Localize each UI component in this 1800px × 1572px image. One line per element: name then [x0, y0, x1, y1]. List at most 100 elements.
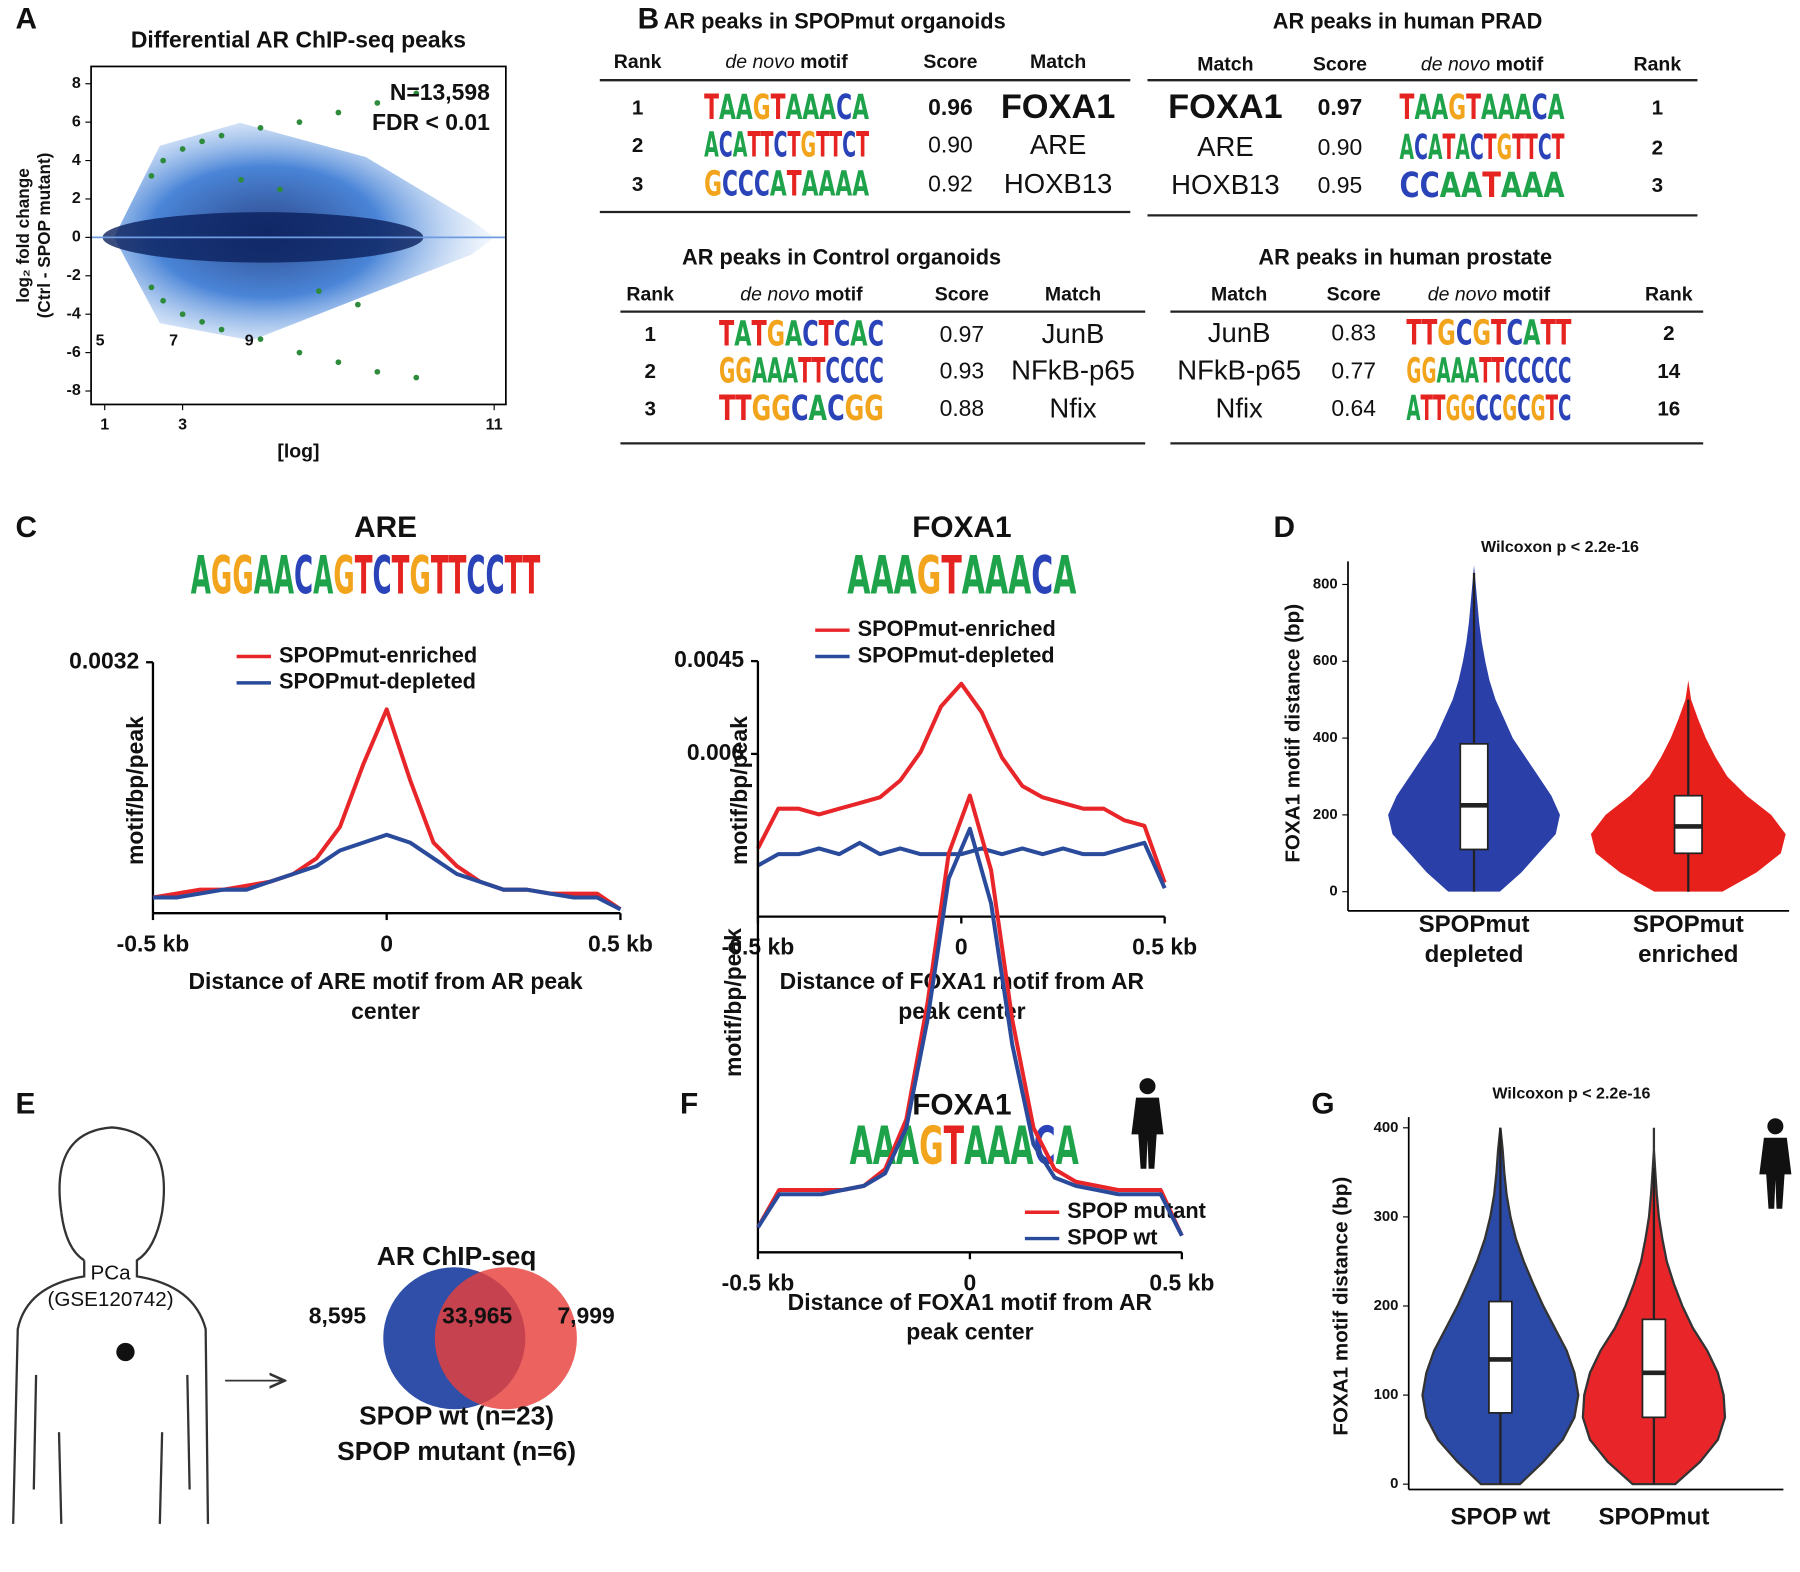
annotation: 7 [169, 332, 178, 350]
motif-letter: A [734, 314, 752, 354]
motif-letter: A [783, 351, 799, 391]
match: JunB [1208, 317, 1271, 348]
y-tick-label: -6 [67, 343, 81, 361]
column-header: Score [1313, 53, 1367, 75]
motif-letter: C [1532, 87, 1548, 127]
motif-letter: A [835, 164, 852, 204]
venn-legend: SPOP mutant (n=6) [337, 1436, 576, 1466]
y-tick-label: 800 [1313, 576, 1338, 592]
y-tick-label: -2 [67, 266, 81, 284]
match: HOXB13 [1171, 169, 1279, 200]
x-axis-label: center [351, 998, 420, 1024]
motif-letter: G [1497, 127, 1512, 167]
series-line [756, 681, 1167, 884]
tumor-dot [116, 1342, 135, 1362]
motif-letter: G [800, 125, 816, 165]
box [1641, 1318, 1667, 1419]
motif-letter: C [836, 87, 852, 127]
y-tick-label: 100 [1374, 1387, 1399, 1403]
x-tick-label: 3 [178, 415, 187, 433]
human-icon [1131, 1078, 1164, 1169]
motif-letter: C [834, 314, 850, 354]
point [257, 125, 264, 131]
motif-letter: T [431, 545, 449, 606]
venn-set [434, 1267, 577, 1410]
y-axis-label: (Ctrl - SPOP mutant) [34, 153, 54, 319]
column-header: Match [1030, 51, 1086, 73]
chart-title: FOXA1 [912, 511, 1011, 544]
match: Nfix [1049, 392, 1097, 423]
point [257, 336, 264, 343]
rank: 1 [644, 323, 655, 346]
motif-letter: A [1455, 127, 1470, 167]
motif-letter: A [852, 87, 869, 127]
match: HOXB13 [1004, 168, 1112, 199]
x-axis-label: [log] [277, 441, 319, 463]
chart-title: FOXA1 [912, 1089, 1011, 1122]
motif-letter: T [1406, 313, 1422, 353]
rank: 2 [632, 134, 643, 157]
point [354, 301, 361, 308]
motif-letter: C [825, 351, 840, 391]
series-line [152, 832, 622, 912]
match: FOXA1 [1001, 88, 1116, 126]
motif-letter: C [840, 351, 855, 391]
rank: 16 [1657, 398, 1680, 421]
motif-letter: T [787, 164, 802, 204]
venn-legend: SPOP wt (n=23) [359, 1400, 554, 1430]
rank: 14 [1657, 360, 1680, 383]
column-header: Rank [626, 284, 674, 306]
motif-letter: A [802, 87, 819, 127]
match: FOXA1 [1168, 88, 1283, 126]
column-header: de novo motif [740, 284, 863, 306]
legend-label: SPOPmut-enriched [279, 642, 477, 667]
motif-letter: T [1422, 313, 1438, 353]
motif-letter: T [798, 351, 812, 391]
point [199, 319, 205, 325]
motif-logo: GGAAATTCCCCC [1406, 351, 1571, 391]
motif-letter: A [274, 545, 294, 606]
motif-letter: A [850, 314, 868, 354]
column-header: Score [923, 51, 977, 73]
column-header: Score [1327, 284, 1381, 306]
motif-letter: T [829, 125, 842, 165]
motif-letter: C [827, 389, 845, 429]
score: 0.88 [940, 395, 985, 421]
table-title: AR peaks in SPOPmut organoids [664, 9, 1006, 34]
score: 0.96 [928, 94, 973, 120]
match: NFkB-p65 [1011, 355, 1135, 386]
motif-letter: C [1475, 389, 1488, 429]
header-part: de novo [1428, 284, 1503, 306]
motif-letter: A [254, 545, 274, 606]
y-tick-label: 200 [1374, 1298, 1399, 1314]
motif-letter: G [232, 545, 253, 606]
y-axis-label: log₂ fold change [13, 168, 33, 303]
point [374, 368, 381, 375]
motif-logo: TAAGTAAACA [704, 87, 869, 127]
motif-logo: CCAATAAA [1400, 165, 1565, 205]
motif-letter: A [852, 164, 869, 204]
motif-letter: A [1414, 87, 1431, 127]
series-line [756, 840, 1167, 890]
y-tick-label: 0.006 [687, 739, 744, 765]
x-tick-label: SPOPmut [1633, 911, 1744, 938]
score: 0.92 [928, 171, 973, 197]
motif-letter: A [1465, 351, 1479, 391]
score: 0.97 [940, 321, 985, 347]
header-part: de novo [725, 51, 800, 73]
motif-logo: ACATTCTGTTCT [704, 125, 869, 165]
y-tick-label: 400 [1374, 1120, 1399, 1136]
y-tick-label: 0 [1329, 884, 1337, 900]
motif-letter: T [355, 545, 373, 606]
point [218, 326, 225, 333]
plot-frame [90, 65, 507, 406]
motif-letter: T [787, 125, 800, 165]
match: ARE [1030, 129, 1087, 160]
motif-logo: TTGGCACGG [719, 389, 884, 429]
venn-title: AR ChIP-seq [377, 1241, 537, 1271]
motif-letter: T [1400, 87, 1415, 127]
motif-letter: A [770, 164, 787, 204]
column-header: Rank [1634, 53, 1682, 75]
